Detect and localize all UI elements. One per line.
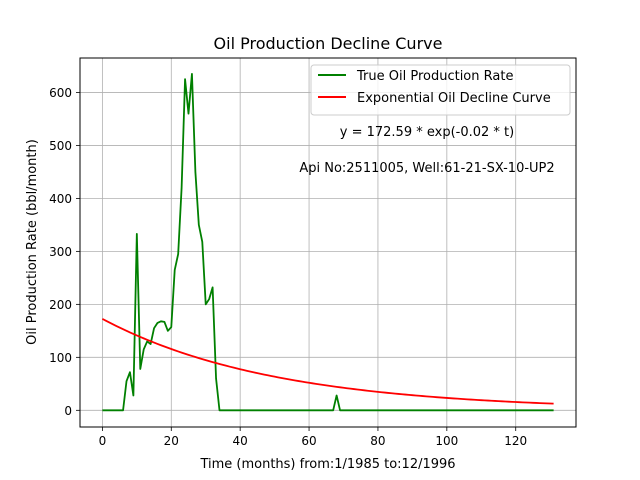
equation-annotation: y = 172.59 * exp(-0.02 * t) <box>340 125 514 140</box>
chart-title: Oil Production Decline Curve <box>214 34 443 53</box>
legend: True Oil Production Rate Exponential Oil… <box>310 64 571 116</box>
x-tick-label: 0 <box>99 434 107 448</box>
plot-series <box>101 72 554 412</box>
x-tick-label: 20 <box>164 434 179 448</box>
axis-ticks: 0 20 40 60 80 100 120 0 100 200 300 400 500 600 <box>49 86 527 448</box>
x-tick-label: 60 <box>301 434 316 448</box>
series-line-true-production <box>102 72 554 412</box>
x-tick-label: 100 <box>435 434 458 448</box>
legend-box <box>310 64 571 116</box>
x-tick-label: 80 <box>370 434 385 448</box>
x-tick-label: 40 <box>233 434 248 448</box>
well-annotation: Api No:2511005, Well:61-21-SX-10-UP2 <box>299 161 554 176</box>
legend-label-exponential-decline: Exponential Oil Decline Curve <box>357 91 551 106</box>
y-tick-label: 100 <box>49 351 72 365</box>
y-tick-label: 0 <box>64 404 72 418</box>
legend-label-true-production: True Oil Production Rate <box>356 69 513 84</box>
y-axis-label: Oil Production Rate (bbl/month) <box>25 139 40 345</box>
plot-frame <box>79 57 577 428</box>
x-tick-label: 120 <box>504 434 527 448</box>
y-tick-label: 500 <box>49 139 72 153</box>
y-tick-label: 200 <box>49 298 72 312</box>
y-tick-label: 600 <box>49 86 72 100</box>
y-tick-label: 400 <box>49 192 72 206</box>
y-tick-label: 300 <box>49 245 72 259</box>
x-axis-label: Time (months) from:1/1985 to:12/1996 <box>199 457 455 472</box>
series-line-exponential-decline <box>101 318 554 405</box>
